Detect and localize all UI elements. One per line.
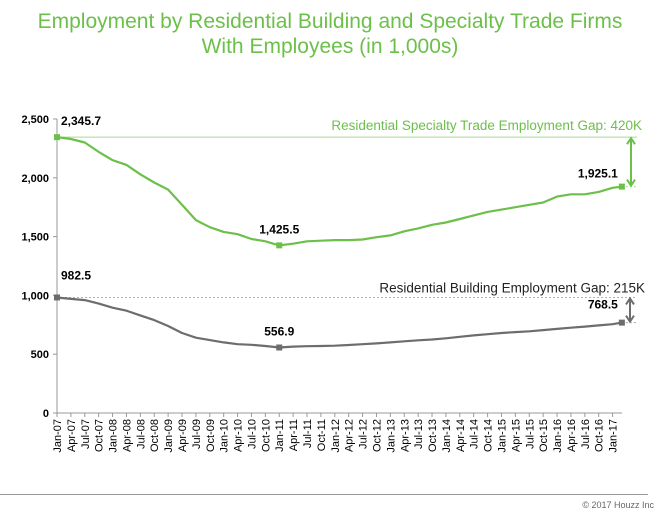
x-tick-label: Jan-13 (385, 419, 397, 453)
x-tick-label: Jan-15 (496, 419, 508, 453)
x-tick-label: Apr-10 (233, 419, 245, 452)
x-tick-label: Apr-11 (288, 419, 300, 451)
data-point-marker (54, 134, 60, 141)
x-tick-label: Apr-14 (455, 419, 467, 452)
x-tick-label: Oct-09 (205, 419, 217, 452)
data-label: 1,925.1 (578, 167, 618, 181)
x-tick-label: Apr-15 (510, 419, 522, 452)
data-point-marker (276, 344, 283, 351)
x-tick-label: Apr-09 (177, 419, 189, 452)
x-tick-label: Jan-09 (163, 419, 175, 453)
x-tick-label: Jul-08 (135, 419, 147, 449)
x-tick-label: Apr-08 (121, 419, 133, 452)
y-tick-label: 2,000 (21, 173, 49, 185)
x-tick-label: Oct-10 (260, 419, 272, 452)
x-tick-label: Oct-08 (149, 419, 161, 452)
arrow-up-icon (626, 136, 636, 145)
x-tick-label: Jan-10 (219, 419, 231, 453)
x-tick-label: Apr-12 (344, 419, 356, 452)
gap-label: Residential Specialty Trade Employment G… (331, 118, 642, 133)
x-tick-label: Jul-09 (191, 419, 203, 449)
data-label: 2,345.7 (61, 114, 101, 128)
x-tick-label: Oct-12 (371, 419, 383, 452)
x-tick-label: Jul-16 (580, 419, 592, 449)
data-point-marker (54, 294, 60, 301)
x-tick-label: Jan-17 (608, 419, 620, 453)
copyright: © 2017 Houzz Inc (582, 500, 654, 510)
data-label: 1,425.5 (259, 222, 299, 236)
x-tick-label: Oct-15 (538, 419, 550, 452)
series-line-1 (56, 296, 623, 349)
x-tick-label: Jan-16 (552, 419, 564, 453)
y-tick-label: 1,000 (21, 290, 49, 302)
x-tick-label: Apr-07 (66, 419, 78, 452)
data-label: 556.9 (264, 325, 294, 339)
x-tick-label: Jul-12 (358, 419, 370, 449)
x-tick-label: Jul-15 (524, 419, 536, 449)
x-tick-label: Jul-14 (469, 419, 481, 449)
arrow-up-icon (625, 296, 635, 306)
x-tick-label: Apr-16 (566, 419, 578, 452)
x-tick-label: Oct-07 (94, 419, 106, 452)
x-tick-label: Oct-11 (316, 419, 328, 451)
data-point-marker (618, 319, 625, 326)
x-tick-label: Jan-14 (441, 419, 453, 453)
y-tick-label: 2,500 (21, 114, 49, 126)
footer-divider (0, 494, 648, 495)
x-tick-label: Oct-14 (483, 419, 495, 452)
x-tick-label: Jul-10 (246, 419, 258, 449)
y-tick-label: 500 (31, 349, 49, 361)
x-tick-label: Jul-07 (80, 419, 92, 449)
x-tick-label: Jan-12 (330, 419, 342, 453)
arrow-down-icon (626, 179, 636, 188)
data-label: 768.5 (588, 298, 618, 312)
x-tick-label: Jan-11 (274, 419, 286, 452)
data-point-marker (618, 183, 625, 190)
x-tick-label: Jul-13 (413, 419, 425, 449)
y-tick-label: 0 (43, 408, 49, 420)
x-tick-label: Jan-07 (52, 419, 64, 453)
gap-label: Residential Building Employment Gap: 215… (379, 280, 645, 295)
y-tick-label: 1,500 (21, 232, 49, 244)
x-tick-label: Jul-11 (302, 419, 314, 448)
x-tick-label: Jan-08 (108, 419, 120, 453)
x-tick-label: Oct-16 (594, 419, 606, 452)
chart-title-line-1: Employment by Residential Building and S… (37, 10, 623, 33)
arrow-down-icon (625, 315, 635, 324)
x-tick-label: Apr-13 (399, 419, 411, 452)
x-tick-label: Oct-13 (427, 419, 439, 452)
data-label: 982.5 (61, 268, 91, 282)
series-line-0 (56, 136, 623, 247)
chart-title-line-2: With Employees (in 1,000s) (201, 35, 459, 58)
data-point-marker (276, 242, 283, 249)
